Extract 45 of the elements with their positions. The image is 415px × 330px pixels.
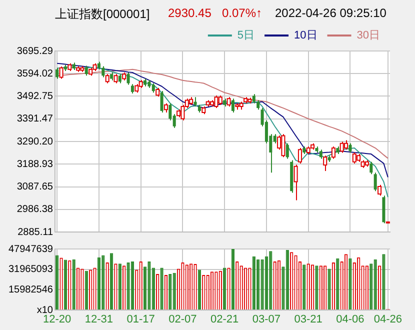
x-tick-label: 03-21 [294, 314, 322, 326]
x-tick-label: 02-07 [168, 314, 197, 326]
candlestick [348, 142, 352, 154]
candlestick [194, 96, 197, 107]
x-tick-label: 12-20 [43, 314, 72, 326]
y-tick-label: 2885.11 [18, 226, 54, 238]
y-tick-label: 3188.93 [16, 158, 54, 170]
candlestick [84, 65, 88, 76]
candlestick [252, 94, 256, 104]
y-tick-label: 47947639 [8, 244, 54, 255]
y-tick-label: 2986.38 [16, 204, 54, 216]
candlestick [374, 172, 377, 192]
candlestick [130, 84, 134, 94]
x-tick-label: 12-31 [84, 314, 114, 326]
candlestick [160, 90, 164, 113]
y-tick-label: 3087.65 [16, 182, 54, 192]
x-tick-label: 04-26 [374, 314, 402, 326]
candlestick [319, 149, 322, 160]
x-tick-label: 02-21 [210, 314, 239, 326]
candlestick [102, 66, 105, 78]
text: 0.07%↑ [222, 6, 262, 20]
y-tick-label: 31965093 [8, 264, 54, 276]
candlestick [286, 142, 289, 160]
candlestick [126, 72, 130, 86]
y-tick-label: 3391.47 [16, 114, 54, 125]
candlestick [231, 98, 234, 113]
y-tick-label: 3290.20 [16, 136, 54, 148]
y-tick-label: 3594.02 [16, 68, 54, 80]
y-tick-label: 3492.75 [16, 91, 54, 102]
y-tick-label: 15982546 [8, 284, 54, 296]
x-tick-label: 03-07 [252, 314, 281, 326]
legend-label: 10日 [294, 30, 318, 42]
legend-label: 30日 [356, 30, 380, 42]
text: 2022-04-26 09:25:10 [275, 6, 386, 20]
x-tick-label: 04-06 [336, 314, 364, 326]
y-tick-label: x10 [36, 304, 54, 316]
candlestick [152, 82, 155, 94]
candlestick [118, 74, 122, 84]
x-tick-label: 01-17 [126, 314, 155, 326]
y-tick-label: 3695.29 [16, 46, 54, 57]
text: 2930.45 [168, 6, 212, 20]
candlestick [370, 161, 373, 175]
legend-label: 5日 [237, 30, 255, 42]
candlestick [56, 67, 59, 80]
chart-title: 上证指数[000001] [55, 6, 150, 23]
